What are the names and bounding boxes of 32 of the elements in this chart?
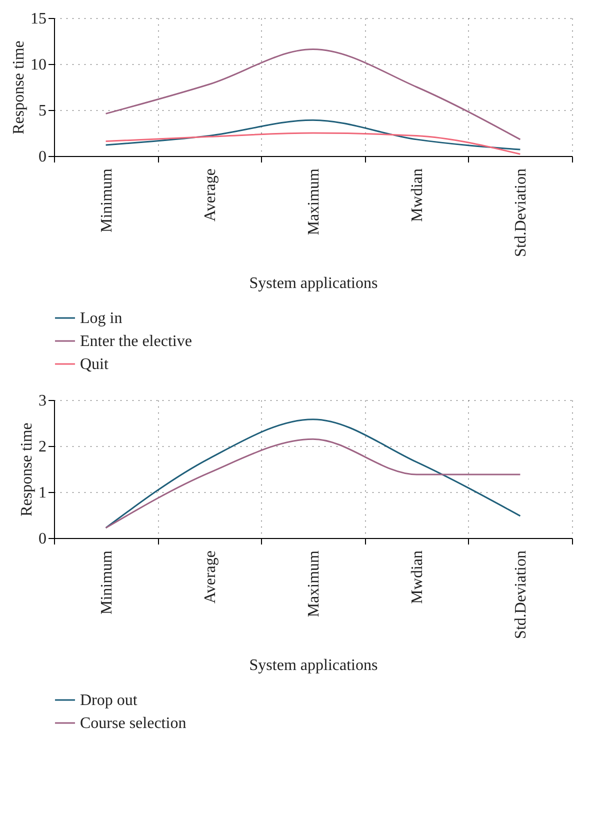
x-axis-title: System applications	[249, 274, 378, 292]
y-tick-label: 2	[38, 438, 46, 456]
y-axis-title: Response time	[18, 422, 36, 516]
line-series	[105, 119, 521, 150]
y-tick-label: 0	[38, 530, 46, 548]
y-tick-label: 1	[38, 484, 46, 502]
legend-label: Course selection	[80, 715, 186, 732]
x-tick-label: Std.Deviation	[512, 168, 530, 257]
x-tick-label: Minimum	[98, 550, 116, 615]
x-tick-label: Average	[202, 168, 219, 222]
x-tick-label: Average	[202, 550, 219, 604]
x-tick-label: Mwdian	[409, 168, 426, 222]
line-series	[105, 438, 521, 529]
x-tick-label: Mwdian	[409, 550, 426, 604]
x-tick-label: Minimum	[98, 168, 116, 233]
legend-label: Log in	[80, 310, 122, 327]
y-tick-label: 10	[30, 56, 46, 74]
y-tick-label: 0	[38, 148, 46, 166]
y-tick-label: 3	[38, 392, 46, 410]
x-tick-label: Std.Deviation	[512, 550, 530, 639]
y-tick-label: 5	[38, 102, 46, 120]
line-series	[105, 48, 521, 140]
y-axis-title: Response time	[10, 40, 28, 134]
legend-label: Drop out	[80, 692, 138, 709]
x-axis-title: System applications	[249, 656, 378, 674]
line-series	[105, 418, 521, 529]
x-tick-label: Maximum	[306, 550, 322, 618]
x-tick-label: Maximum	[306, 168, 322, 236]
y-tick-label: 15	[30, 10, 46, 28]
legend-label: Enter the elective	[80, 333, 192, 350]
line-series	[105, 132, 521, 155]
legend-label: Quit	[80, 356, 109, 373]
